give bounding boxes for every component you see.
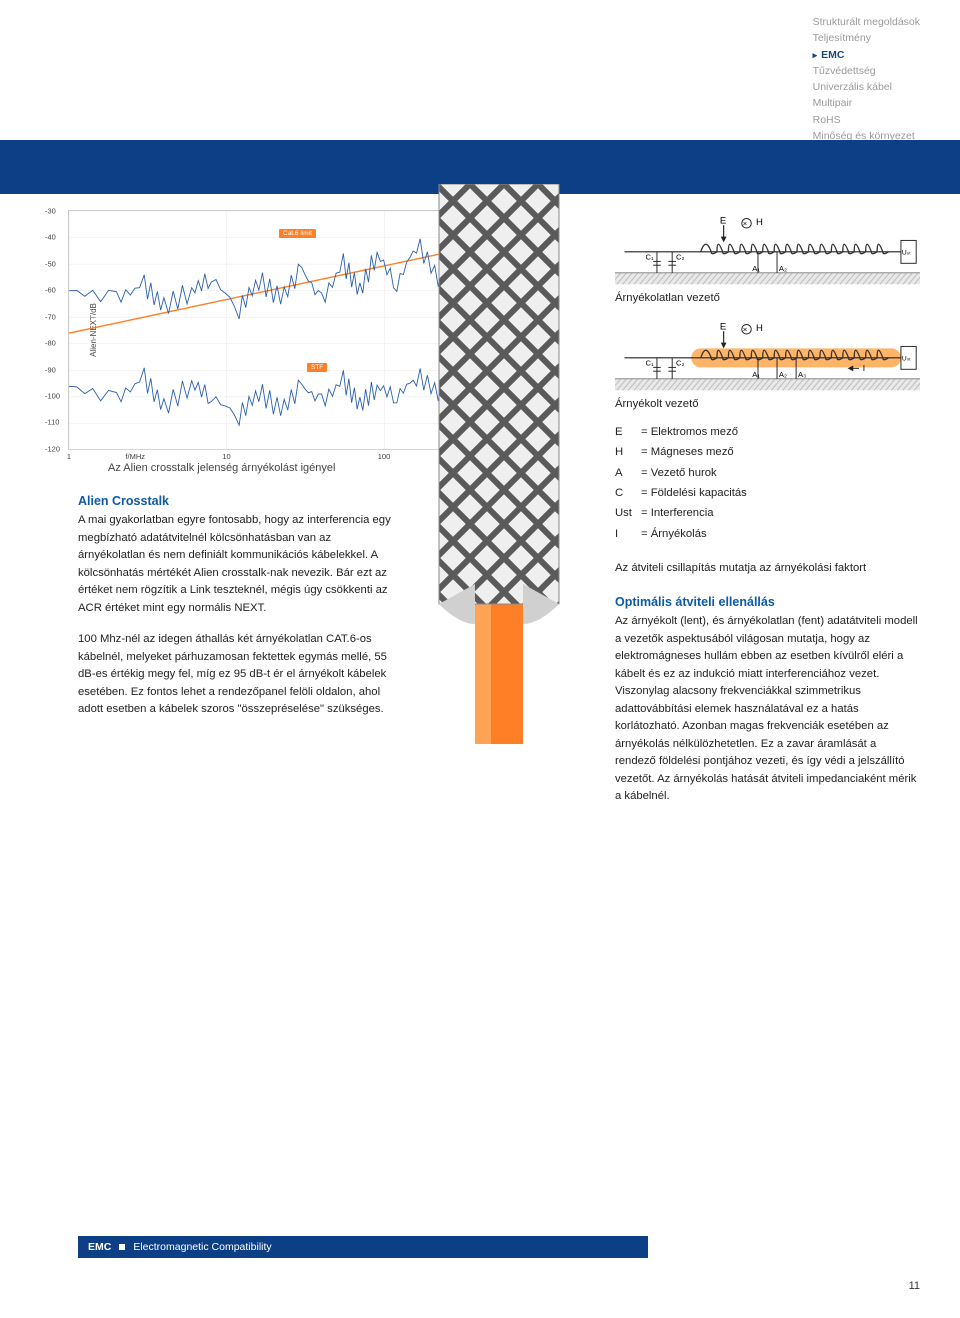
ytick: -40 (45, 233, 56, 242)
svg-text:A₁: A₁ (752, 370, 760, 379)
badge-stf: STF (307, 363, 327, 372)
legend-sym: E (615, 422, 641, 442)
footer-key: EMC (88, 1241, 111, 1253)
ytick: -50 (45, 259, 56, 268)
nav-item[interactable]: Univerzális kábel (813, 79, 920, 95)
ytick: -80 (45, 339, 56, 348)
left-heading: Alien Crosstalk (78, 494, 393, 508)
nav-item[interactable]: Multipair (813, 95, 920, 111)
svg-text:E: E (720, 321, 726, 332)
svg-text:I: I (863, 363, 865, 373)
right-para-1: Az árnyékolt (lent), és árnyékolatlan (f… (615, 613, 920, 806)
legend-sym: H (615, 442, 641, 462)
ytick: -30 (45, 207, 56, 216)
footer-separator-icon (119, 1244, 125, 1250)
xtick: 1 (67, 452, 71, 461)
footer-text: Electromagnetic Compatibility (133, 1241, 271, 1253)
ytick: -60 (45, 286, 56, 295)
diagram-shielded-label: Árnyékolt vezető (615, 398, 920, 410)
left-para-1: A mai gyakorlatban egyre fontosabb, hogy… (78, 512, 393, 617)
left-para-2: 100 Mhz-nél az idegen áthallás két árnyé… (78, 631, 393, 719)
svg-text:C₁: C₁ (646, 358, 654, 367)
svg-text:E: E (720, 215, 726, 226)
nav-item[interactable]: Tűzvédettség (813, 63, 920, 79)
svg-text:A₂: A₂ (779, 370, 787, 379)
ytick: -120 (45, 445, 60, 454)
svg-text:A₂: A₂ (779, 264, 787, 273)
svg-text:Uₛₜ: Uₛₜ (902, 250, 911, 257)
braided-cable-illustration (419, 184, 579, 744)
legend-sym: C (615, 483, 641, 503)
legend-desc: = Vezető hurok (641, 463, 920, 483)
legend-desc: = Interferencia (641, 503, 920, 523)
legend-sym: Ust (615, 503, 641, 523)
svg-text:A₁: A₁ (752, 264, 760, 273)
svg-text:C₂: C₂ (676, 252, 684, 261)
badge-limit: Cat.6 limit (279, 229, 316, 238)
legend-desc: = Árnyékolás (641, 524, 920, 544)
right-heading: Optimális átviteli ellenállás (615, 595, 920, 609)
svg-text:Uₛₜ: Uₛₜ (902, 356, 911, 363)
page-number: 11 (909, 1280, 920, 1292)
footer-bar: EMC Electromagnetic Compatibility (78, 1236, 648, 1258)
nav-item-active[interactable]: EMC (813, 47, 920, 63)
legend-desc: = Mágneses mező (641, 442, 920, 462)
legend-note: Az átviteli csillapítás mutatja az árnyé… (615, 560, 920, 578)
ytick: -70 (45, 312, 56, 321)
legend-sym: I (615, 524, 641, 544)
ytick: -100 (45, 391, 60, 400)
svg-text:C₂: C₂ (676, 358, 684, 367)
svg-text:×: × (743, 325, 747, 334)
svg-text:A₃: A₃ (798, 370, 806, 379)
topnav: Strukturált megoldások Teljesítmény EMC … (813, 14, 920, 144)
ytick: -90 (45, 365, 56, 374)
svg-text:C₁: C₁ (646, 252, 654, 261)
svg-text:H: H (756, 217, 763, 228)
xtick: 100 (378, 452, 391, 461)
legend-desc: = Földelési kapacitás (641, 483, 920, 503)
diagram-shielded: E × H Uₛₜ C₁ C₂ A₁ A₂ A₃ I (615, 316, 920, 394)
nav-item[interactable]: Strukturált megoldások (813, 14, 920, 30)
legend-sym: A (615, 463, 641, 483)
legend-desc: = Elektromos mező (641, 422, 920, 442)
ytick: -110 (45, 418, 59, 427)
svg-text:H: H (756, 323, 763, 334)
nav-item[interactable]: RoHS (813, 112, 920, 128)
xtick: 10 (222, 452, 230, 461)
diagram-unshielded: E × H Uₛₜ C₁ C₂ A₁ A₂ (615, 210, 920, 288)
svg-text:×: × (743, 219, 747, 228)
nav-item[interactable]: Teljesítmény (813, 30, 920, 46)
chart-caption: Az Alien crosstalk jelenség árnyékolást … (108, 462, 393, 474)
legend: E= Elektromos mező H= Mágneses mező A= V… (615, 422, 920, 544)
xlabel: f/MHz (125, 452, 145, 461)
diagram-unshielded-label: Árnyékolatlan vezető (615, 292, 920, 304)
